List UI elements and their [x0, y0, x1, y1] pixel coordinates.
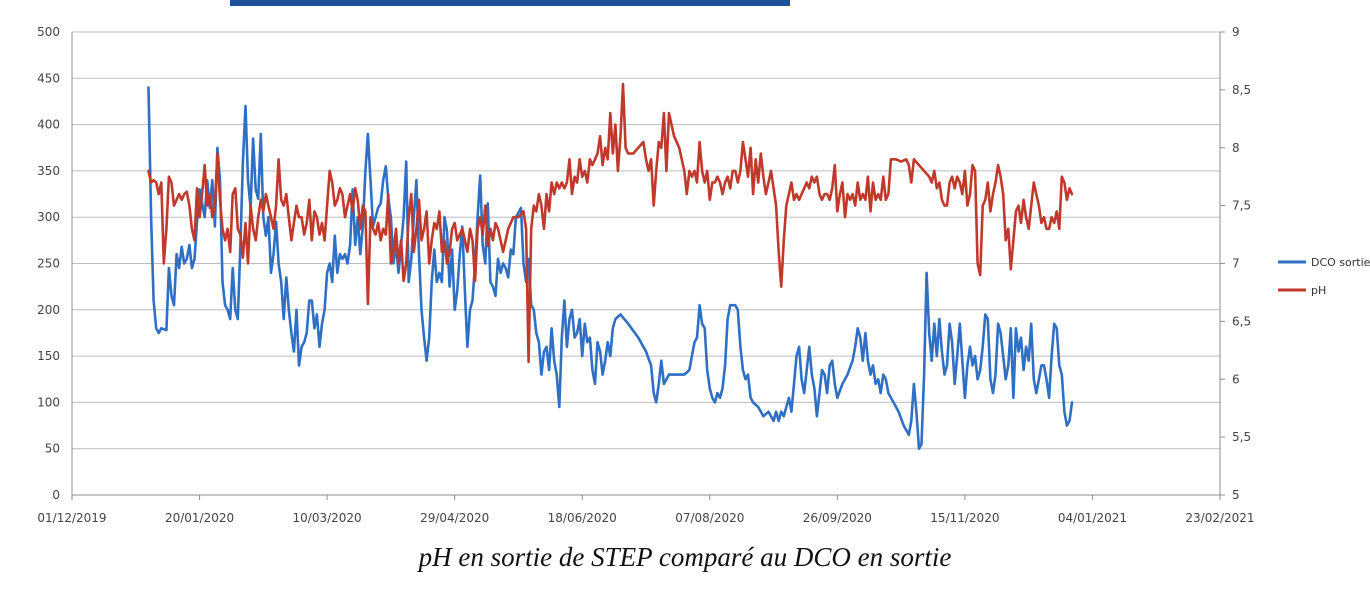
y-left-tick-label: 450: [37, 71, 60, 85]
y-right-tick-label: 7,5: [1232, 199, 1251, 213]
y-right-tick-label: 8: [1232, 141, 1240, 155]
y-left-tick-label: 250: [37, 257, 60, 271]
line-chart: 0 50 100 150 200 250 300 350 400 450 500 5 5,5 6 6,5 7 7…: [37, 25, 1370, 525]
y-right-tick-label: 7: [1232, 257, 1240, 271]
y-left-tick-label: 150: [37, 349, 60, 363]
y-right-tick-label: 6,5: [1232, 314, 1251, 328]
x-tick-label: 04/01/2021: [1058, 511, 1127, 525]
x-tick-label: 23/02/2021: [1185, 511, 1254, 525]
y-right-tick-label: 9: [1232, 25, 1240, 39]
y-right-tick-label: 8,5: [1232, 83, 1251, 97]
x-tick-label: 01/12/2019: [37, 511, 106, 525]
y-left-tick-label: 350: [37, 164, 60, 178]
y-left-tick-label: 50: [45, 442, 60, 456]
x-tick-label: 26/09/2020: [803, 511, 872, 525]
y-left-tick-label: 400: [37, 118, 60, 132]
y-right-tick-label: 5: [1232, 488, 1240, 502]
legend: DCO sortie pH: [1278, 256, 1370, 297]
x-tick-label: 20/01/2020: [165, 511, 234, 525]
x-tick-label: 18/06/2020: [548, 511, 617, 525]
axes: 0 50 100 150 200 250 300 350 400 450 500 5 5,5 6 6,5 7 7…: [37, 25, 1254, 525]
y-right-tick-label: 6: [1232, 372, 1240, 386]
x-tick-label: 10/03/2020: [293, 511, 362, 525]
legend-dco-label: DCO sortie: [1311, 256, 1370, 269]
series-lines: [147, 82, 1074, 450]
cropped-title-strip: [230, 0, 790, 6]
y-left-tick-label: 200: [37, 303, 60, 317]
y-left-tick-label: 500: [37, 25, 60, 39]
y-right-tick-label: 5,5: [1232, 430, 1251, 444]
y-left-tick-label: 300: [37, 210, 60, 224]
y-left-tick-label: 0: [52, 488, 60, 502]
chart-caption: pH en sortie de STEP comparé au DCO en s…: [418, 542, 952, 572]
legend-ph-label: pH: [1311, 284, 1326, 297]
dco-series-line: [147, 86, 1074, 450]
ph-series-line: [147, 82, 1074, 364]
y-left-tick-label: 100: [37, 395, 60, 409]
x-tick-label: 15/11/2020: [930, 511, 999, 525]
x-tick-label: 07/08/2020: [675, 511, 744, 525]
x-tick-label: 29/04/2020: [420, 511, 489, 525]
